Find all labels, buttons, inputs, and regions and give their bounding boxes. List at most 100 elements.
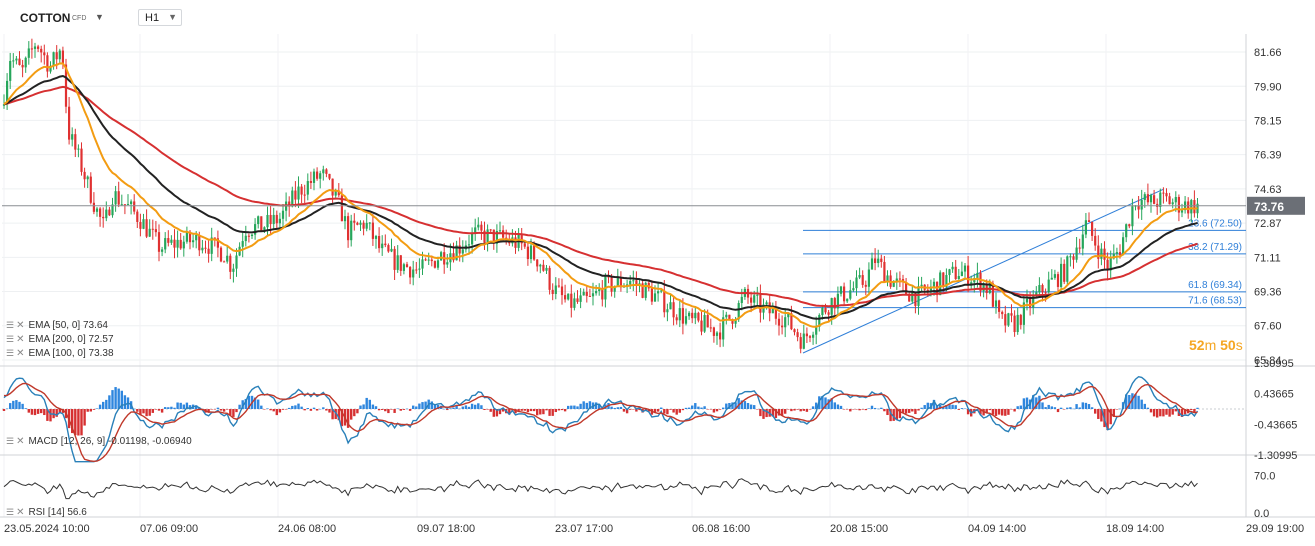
macd-histogram-bar xyxy=(815,402,818,409)
candle-bearish xyxy=(309,181,312,183)
macd-histogram-bar xyxy=(157,409,161,411)
close-icon[interactable]: ✕ xyxy=(16,320,25,331)
candle-bearish xyxy=(405,264,409,268)
candle-bearish xyxy=(777,318,781,326)
candle-bearish xyxy=(331,178,334,196)
macd-histogram-bar xyxy=(452,407,455,409)
macd-histogram-bar xyxy=(653,409,657,413)
macd-histogram-bar xyxy=(393,409,396,413)
timer-minutes-unit: m xyxy=(1204,337,1217,353)
macd-histogram-bar xyxy=(821,396,824,409)
macd-histogram-bar xyxy=(718,409,722,410)
macd-histogram-bar xyxy=(613,407,616,409)
candle-bearish xyxy=(399,255,402,271)
close-icon[interactable]: ✕ xyxy=(16,334,25,345)
candle-bearish xyxy=(1128,224,1131,227)
candle-bullish xyxy=(257,216,260,225)
macd-histogram-bar xyxy=(5,408,9,409)
menu-icon[interactable]: ☰ xyxy=(6,334,15,344)
symbol-name[interactable]: COTTON xyxy=(20,11,71,25)
macd-histogram-bar xyxy=(573,405,576,409)
menu-icon[interactable]: ☰ xyxy=(6,436,15,446)
macd-histogram-bar xyxy=(951,404,954,409)
macd-histogram-bar xyxy=(98,404,102,409)
candle-bullish xyxy=(684,316,688,324)
fibonacci-retracement: 23.6 (72.50) 38.2 (71.29) 61.8 (69.34) 71.6… xyxy=(802,188,1246,354)
menu-icon[interactable]: ☰ xyxy=(6,320,15,330)
macd-histogram-bar xyxy=(830,398,833,409)
candle-bullish xyxy=(455,245,458,261)
candle-bearish xyxy=(133,201,136,212)
timeframe-select[interactable]: H1 ▼ xyxy=(138,9,182,26)
candle-bullish xyxy=(312,171,316,183)
macd-histogram-bar xyxy=(517,409,520,412)
macd-histogram-bar xyxy=(570,405,573,409)
macd-histogram-bar xyxy=(464,405,468,409)
macd-histogram-bar xyxy=(179,402,182,409)
time-tick-label: 24.06 08:00 xyxy=(278,523,336,535)
candle-bullish xyxy=(945,275,948,287)
macd-histogram-bar xyxy=(188,405,192,409)
macd-histogram-bar xyxy=(777,409,781,416)
macd-histogram-bar xyxy=(1165,409,1168,415)
macd-histogram-bar xyxy=(1056,409,1060,413)
candle-bullish xyxy=(1149,195,1153,203)
candle-bearish xyxy=(564,295,567,300)
macd-signal-line xyxy=(3,382,1198,463)
candle-bullish xyxy=(498,230,502,232)
rsi-tick-label: 70.0 xyxy=(1254,470,1275,482)
candle-bearish xyxy=(998,300,1001,312)
candle-bearish xyxy=(480,224,483,231)
candle-bearish xyxy=(198,234,201,251)
candle-bearish xyxy=(415,269,418,271)
macd-histogram-bar xyxy=(867,408,871,409)
timer-minutes: 52 xyxy=(1189,337,1205,353)
candle-bullish xyxy=(24,57,27,68)
macd-histogram-bar xyxy=(746,402,750,409)
close-icon[interactable]: ✕ xyxy=(16,348,25,359)
macd-histogram-bar xyxy=(322,407,325,409)
macd-histogram-bar xyxy=(734,402,737,409)
macd-histogram-bar xyxy=(151,409,154,413)
candle-bearish xyxy=(1087,220,1091,222)
macd-histogram-bar xyxy=(260,405,263,409)
candle-bullish xyxy=(960,271,963,277)
macd-histogram-bar xyxy=(337,409,340,421)
candle-bullish xyxy=(446,262,449,265)
candle-bullish xyxy=(77,148,80,150)
menu-icon[interactable]: ☰ xyxy=(6,348,15,358)
candle-bearish xyxy=(55,52,58,60)
candle-bearish xyxy=(1137,205,1140,210)
candle-bearish xyxy=(46,55,49,72)
macd-histogram-bar xyxy=(942,406,945,409)
candle-bearish xyxy=(799,337,802,349)
macd-histogram-bar xyxy=(1171,409,1174,415)
macd-histogram-bar xyxy=(1152,409,1156,417)
macd-histogram-bar xyxy=(855,409,858,410)
close-icon[interactable]: ✕ xyxy=(16,507,25,518)
macd-histogram-bar xyxy=(616,407,619,409)
candle-bearish xyxy=(1168,196,1171,205)
symbol-dropdown-icon[interactable]: ▼ xyxy=(95,12,104,22)
candle-bearish xyxy=(167,238,170,243)
candle-bearish xyxy=(1187,201,1190,214)
candle-bullish xyxy=(703,315,706,332)
close-icon[interactable]: ✕ xyxy=(16,436,25,447)
candle-bullish xyxy=(1140,199,1143,210)
macd-histogram-bar xyxy=(1128,395,1131,409)
candle-bullish xyxy=(1100,248,1103,259)
macd-histogram-bar xyxy=(811,406,815,409)
candle-bullish xyxy=(644,282,647,298)
macd-histogram-bar xyxy=(836,404,840,409)
candle-bearish xyxy=(514,237,517,248)
macd-histogram-bar xyxy=(666,409,669,415)
macd-histogram-bar xyxy=(226,409,229,410)
menu-icon[interactable]: ☰ xyxy=(6,507,15,517)
macd-histogram-bar xyxy=(102,401,105,409)
candle-bullish xyxy=(855,277,858,289)
candle-bullish xyxy=(734,319,737,324)
candle-bearish xyxy=(954,266,957,280)
candle-bearish xyxy=(384,243,387,246)
candle-bearish xyxy=(362,222,365,229)
